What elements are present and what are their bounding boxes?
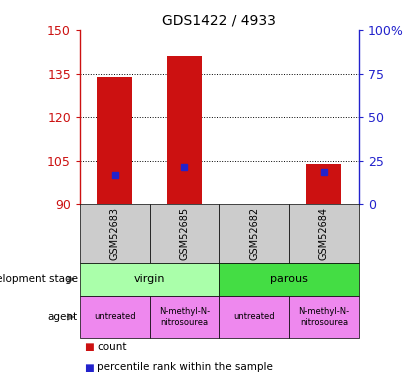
Text: untreated: untreated	[94, 312, 135, 321]
Text: parous: parous	[270, 274, 307, 284]
Text: ■: ■	[84, 363, 94, 372]
Text: GSM52685: GSM52685	[179, 207, 189, 260]
Text: untreated: untreated	[233, 312, 274, 321]
Text: development stage: development stage	[0, 274, 78, 284]
Text: percentile rank within the sample: percentile rank within the sample	[97, 363, 272, 372]
Text: N-methyl-N-
nitrosourea: N-methyl-N- nitrosourea	[298, 307, 348, 327]
Text: N-methyl-N-
nitrosourea: N-methyl-N- nitrosourea	[159, 307, 209, 327]
Text: GDS1422 / 4933: GDS1422 / 4933	[162, 13, 276, 27]
Text: GSM52682: GSM52682	[249, 207, 258, 260]
Text: agent: agent	[48, 312, 78, 322]
Bar	[167, 56, 202, 204]
Text: count: count	[97, 342, 126, 352]
Text: GSM52683: GSM52683	[110, 207, 119, 260]
Text: GSM52684: GSM52684	[318, 207, 328, 260]
Bar	[306, 164, 340, 204]
Text: ■: ■	[84, 342, 94, 352]
Bar	[97, 76, 132, 204]
Text: virgin: virgin	[134, 274, 165, 284]
